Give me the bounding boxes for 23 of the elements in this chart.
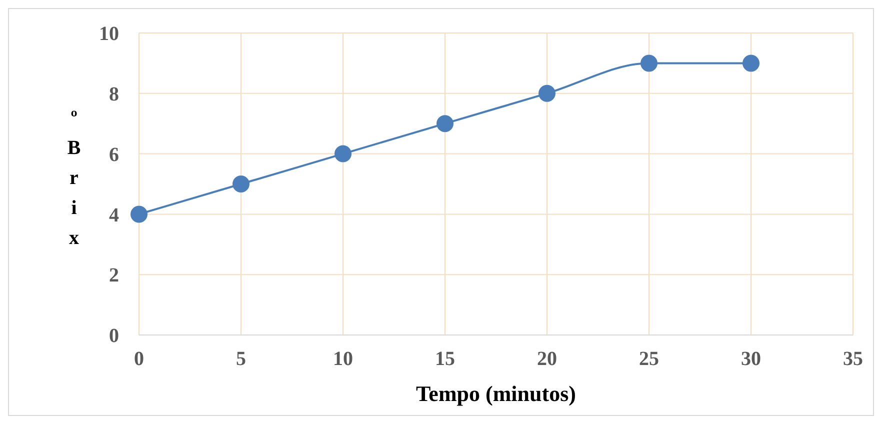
y-tick-label: 10 — [99, 23, 119, 46]
y-tick-label: 0 — [109, 325, 119, 348]
y-tick-label: 6 — [109, 144, 119, 166]
x-tick-label: 20 — [537, 348, 557, 370]
y-tick-label: 4 — [109, 204, 119, 226]
point — [640, 54, 658, 72]
x-tick-label: 15 — [435, 348, 455, 370]
y-tick-label: 2 — [109, 264, 119, 287]
point — [130, 206, 148, 223]
point — [538, 84, 556, 102]
point — [742, 54, 760, 72]
x-tick-label: 35 — [843, 348, 863, 370]
point — [334, 145, 352, 162]
x-tick-label: 30 — [741, 348, 761, 370]
y-axis-title: ºBrix — [67, 107, 81, 249]
y-tick-label: 8 — [109, 84, 119, 106]
x-tick-label: 25 — [639, 348, 659, 370]
x-tick-label: 5 — [236, 348, 246, 370]
x-tick-label: 10 — [333, 348, 353, 370]
x-axis-title: Tempo (minutos) — [416, 381, 576, 406]
point — [232, 176, 250, 192]
x-tick-label: 0 — [134, 348, 144, 370]
point — [436, 115, 454, 132]
